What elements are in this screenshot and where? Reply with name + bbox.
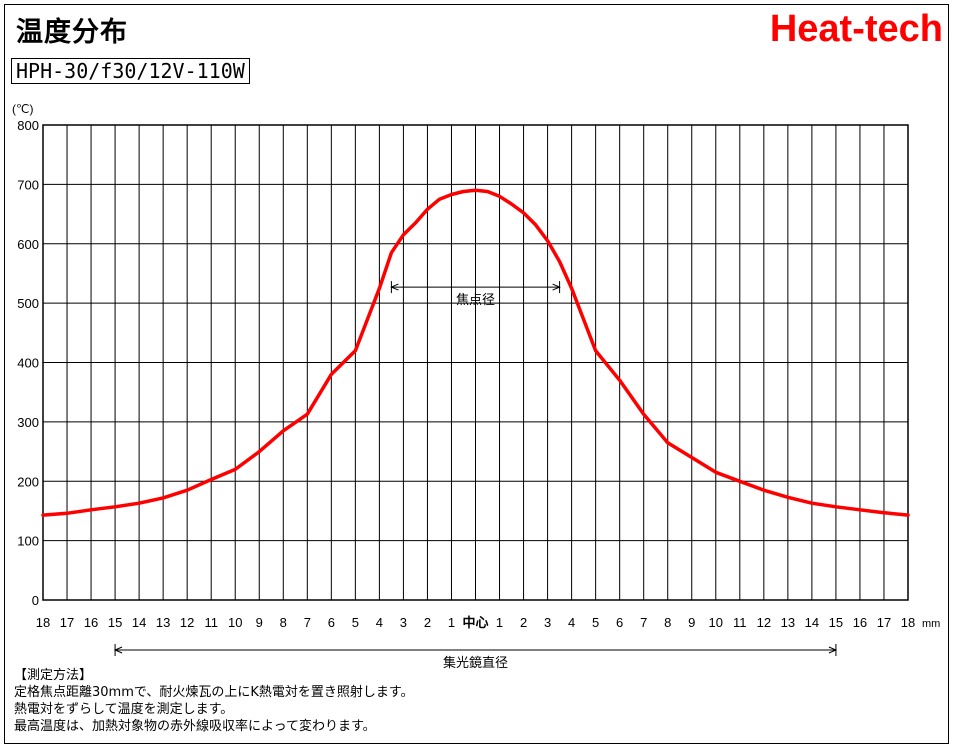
x-tick-label: 3: [544, 615, 551, 630]
plot-border: [42, 124, 909, 601]
x-tick-label: 17: [877, 615, 891, 630]
method-heading: 【測定方法】: [14, 668, 93, 683]
x-tick-label: 12: [757, 615, 771, 630]
method-note-3: 最高温度は、加熱対象物の赤外線吸収率によって変わります。: [14, 719, 376, 734]
x-tick-label: 1: [496, 615, 503, 630]
focus-diameter-arrow-head: [390, 283, 399, 291]
x-tick-label: 11: [733, 615, 747, 630]
x-tick-label: 11: [204, 615, 218, 630]
x-tick-label: 15: [829, 615, 843, 630]
x-tick-label: 9: [256, 615, 263, 630]
model-label: HPH-30/f30/12V-110W: [11, 58, 250, 84]
focus-diameter-arrow-head: [552, 283, 561, 291]
x-tick-label: 8: [664, 615, 671, 630]
y-tick-label: 800: [17, 118, 39, 133]
x-tick-label: 16: [853, 615, 867, 630]
x-tick-label: 17: [60, 615, 74, 630]
y-tick-label: 600: [17, 237, 39, 252]
x-tick-label: 10: [709, 615, 723, 630]
y-tick-label: 0: [32, 593, 39, 608]
method-note-2: 熱電対をずらして温度を測定します。: [14, 702, 234, 717]
x-tick-label: 15: [108, 615, 122, 630]
x-tick-label: 5: [592, 615, 599, 630]
x-tick-label: 18: [901, 615, 915, 630]
x-tick-label: 3: [400, 615, 407, 630]
y-tick-label: 100: [17, 534, 39, 549]
x-tick-label: 7: [640, 615, 647, 630]
x-tick-label: 8: [280, 615, 287, 630]
x-tick-label: 16: [84, 615, 98, 630]
focus-diameter-label: 焦点径: [456, 292, 495, 307]
mirror-diameter-arrow-head: [828, 646, 838, 654]
brand-logo: Heat-tech: [769, 8, 943, 50]
x-tick-label: 2: [520, 615, 527, 630]
y-axis-label: (℃): [12, 102, 33, 116]
mirror-diameter-arrow-head: [113, 646, 123, 654]
y-tick-label: 700: [17, 177, 39, 192]
mirror-diameter-label: 集光鏡直径: [443, 655, 508, 670]
x-tick-label: 9: [688, 615, 695, 630]
x-tick-label: 5: [352, 615, 359, 630]
chart-frame: [4, 4, 949, 744]
x-tick-label: 10: [228, 615, 242, 630]
x-tick-label: 1: [448, 615, 455, 630]
x-tick-label: 2: [424, 615, 431, 630]
x-tick-label: 13: [156, 615, 170, 630]
x-tick-label: 12: [180, 615, 194, 630]
x-tick-label: 6: [616, 615, 623, 630]
page-title: 温度分布: [16, 17, 128, 48]
y-tick-label: 400: [17, 356, 39, 371]
method-note-1: 定格焦点距離30mmで、耐火煉瓦の上にK熱電対を置き照射します。: [14, 685, 414, 700]
x-tick-label: 4: [376, 615, 383, 630]
y-tick-label: 300: [17, 415, 39, 430]
x-axis-unit: mm: [922, 618, 940, 630]
x-tick-label: 18: [36, 615, 50, 630]
x-tick-label: 4: [568, 615, 575, 630]
y-tick-label: 200: [17, 474, 39, 489]
y-tick-label: 500: [17, 296, 39, 311]
x-tick-label: 14: [132, 615, 146, 630]
x-tick-label: 14: [805, 615, 819, 630]
x-tick-label: 中心: [462, 615, 488, 630]
x-tick-label: 13: [781, 615, 795, 630]
x-tick-label: 7: [304, 615, 311, 630]
x-tick-label: 6: [328, 615, 335, 630]
